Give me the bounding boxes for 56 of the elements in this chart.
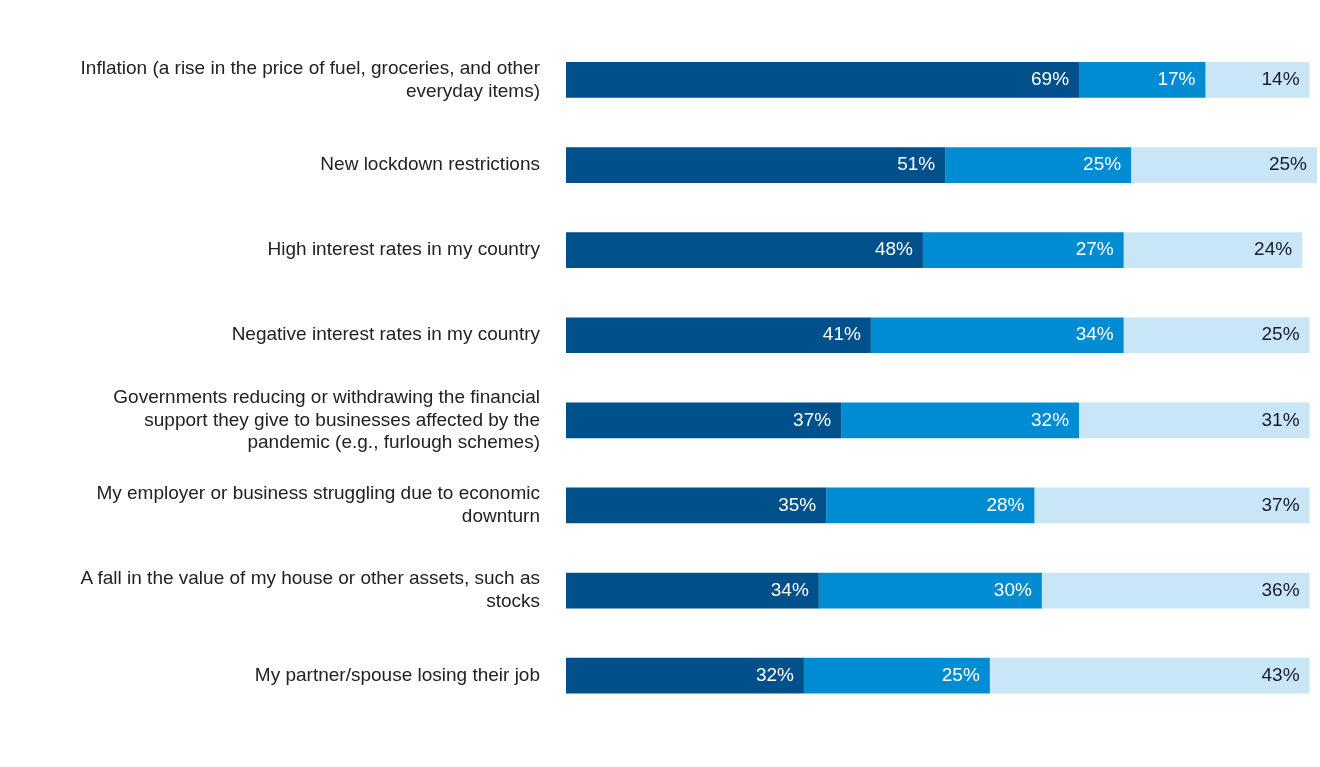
bar <box>803 657 990 694</box>
data-label: 34% <box>1075 323 1114 345</box>
y-tick-label: New lockdown restrictions <box>320 153 540 175</box>
data-label: 25% <box>1083 153 1122 175</box>
bar <box>1123 317 1310 354</box>
bar <box>566 147 946 183</box>
bar <box>945 147 1132 183</box>
bar <box>566 232 923 269</box>
bar <box>566 657 804 694</box>
bar <box>1131 147 1317 183</box>
bar <box>566 317 871 354</box>
bar <box>870 317 1124 354</box>
data-label: 28% <box>986 493 1025 515</box>
y-tick-label: A fall in the value of my house or other assets, such as stocks <box>80 567 540 612</box>
bar <box>1041 572 1310 609</box>
data-label: 69% <box>1031 68 1070 90</box>
bar <box>566 62 1080 98</box>
data-label: 32% <box>1031 408 1070 430</box>
bar <box>818 572 1042 609</box>
bar <box>1079 62 1206 98</box>
bar <box>566 572 819 609</box>
bar <box>989 657 1310 694</box>
data-label: 41% <box>822 323 861 345</box>
bar <box>566 402 842 439</box>
bar <box>922 232 1124 269</box>
data-label: 27% <box>1075 238 1114 260</box>
y-tick-label: My partner/spouse losing their job <box>254 663 540 685</box>
data-label: 25% <box>941 663 980 685</box>
bar <box>1123 232 1303 269</box>
data-label: 14% <box>1261 68 1300 90</box>
data-label: 51% <box>897 153 936 175</box>
bar <box>566 487 827 524</box>
y-tick-label: My employer or business struggling due to economic downturn <box>96 482 540 527</box>
data-label: 35% <box>778 493 817 515</box>
data-label: 36% <box>1261 578 1300 600</box>
bar <box>826 487 1035 524</box>
data-label: 48% <box>874 238 914 260</box>
data-label: 30% <box>993 578 1032 600</box>
data-label: 37% <box>1261 493 1300 515</box>
bar <box>1205 62 1310 98</box>
y-tick-label: High interest rates in my country <box>267 238 541 260</box>
y-tick-label: Governments reducing or withdrawing the financial support they give to businesses affected by the pandemic (e.g., furlough schemes) <box>113 385 540 453</box>
data-label: 25% <box>1268 153 1308 175</box>
bar <box>1034 487 1310 524</box>
data-label: 34% <box>770 578 809 600</box>
data-label: 17% <box>1157 68 1196 90</box>
y-tick-label: Inflation (a rise in the price of fuel, groceries, and other everyday items) <box>80 56 541 101</box>
data-label: 31% <box>1261 408 1300 430</box>
bar <box>841 402 1080 439</box>
data-label: 32% <box>755 663 795 685</box>
bar <box>1079 402 1310 439</box>
y-tick-label: Negative interest rates in my country <box>231 323 541 345</box>
data-label: 37% <box>793 408 832 430</box>
data-label: 43% <box>1261 663 1300 685</box>
data-label: 24% <box>1254 238 1293 260</box>
data-label: 25% <box>1261 323 1300 345</box>
